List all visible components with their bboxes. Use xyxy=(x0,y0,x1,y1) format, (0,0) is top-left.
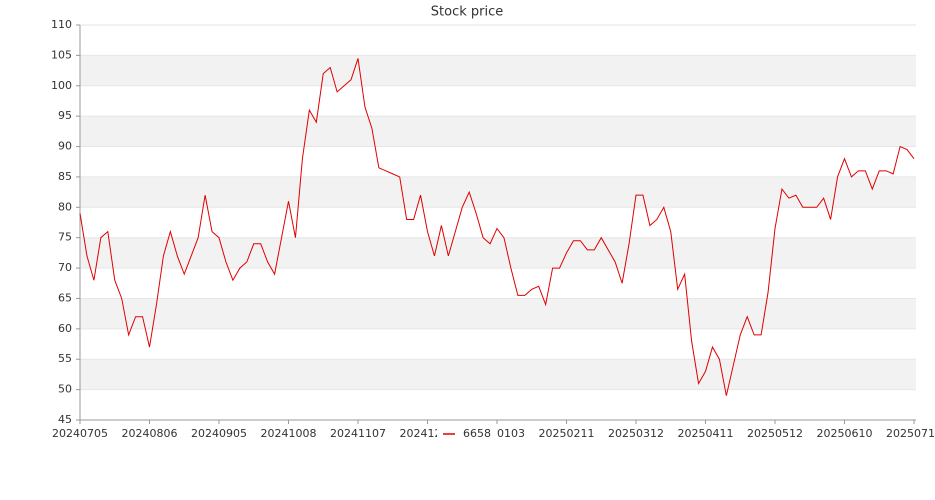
line xyxy=(79,58,915,396)
x-tick-label: 20250710 xyxy=(886,427,935,440)
grid-band xyxy=(80,237,916,269)
grid-band xyxy=(80,146,916,177)
y-tick-label: 105 xyxy=(51,48,72,61)
x-tick-label: 20241107 xyxy=(330,427,386,440)
grid-band xyxy=(80,207,916,238)
x-tick-label: 20240705 xyxy=(52,427,108,440)
x-tick-label: 20240905 xyxy=(191,427,247,440)
grid-band xyxy=(80,359,916,390)
grid-band xyxy=(80,55,916,86)
y-tick-label: 80 xyxy=(58,200,72,213)
x-tick-label: 20250312 xyxy=(608,427,664,440)
x-tick-label: 20250211 xyxy=(539,427,595,440)
grid-band xyxy=(80,85,916,117)
y-tick-label: 65 xyxy=(58,291,72,304)
grid-band xyxy=(80,389,916,420)
y-tick-label: 55 xyxy=(58,352,72,365)
y-tick-label: 60 xyxy=(58,322,72,335)
grid-band xyxy=(80,25,916,56)
y-tick-label: 85 xyxy=(58,170,72,183)
x-tick-label: 20240806 xyxy=(122,427,178,440)
y-tick-label: 75 xyxy=(58,231,72,244)
grid-band xyxy=(80,116,916,147)
grid-band xyxy=(80,176,916,208)
x-tick-label: 20250512 xyxy=(747,427,803,440)
legend-box xyxy=(437,425,497,443)
x-tick-label: 20250411 xyxy=(678,427,734,440)
grid-band xyxy=(80,298,916,329)
grid-band xyxy=(80,268,916,299)
y-tick-label: 45 xyxy=(58,413,72,426)
y-tick-label: 50 xyxy=(58,383,72,396)
legend-label: 6658 xyxy=(463,427,491,440)
y-tick-label: 70 xyxy=(58,261,72,274)
chart-title: Stock price xyxy=(431,5,503,20)
y-tick-label: 100 xyxy=(51,79,72,92)
y-tick-label: 110 xyxy=(51,18,72,31)
y-tick-label: 95 xyxy=(58,109,72,122)
x-tick-label: 20250610 xyxy=(817,427,873,440)
grid-band xyxy=(80,328,916,360)
x-tick-label: 20241008 xyxy=(261,427,317,440)
y-tick-label: 90 xyxy=(58,140,72,153)
